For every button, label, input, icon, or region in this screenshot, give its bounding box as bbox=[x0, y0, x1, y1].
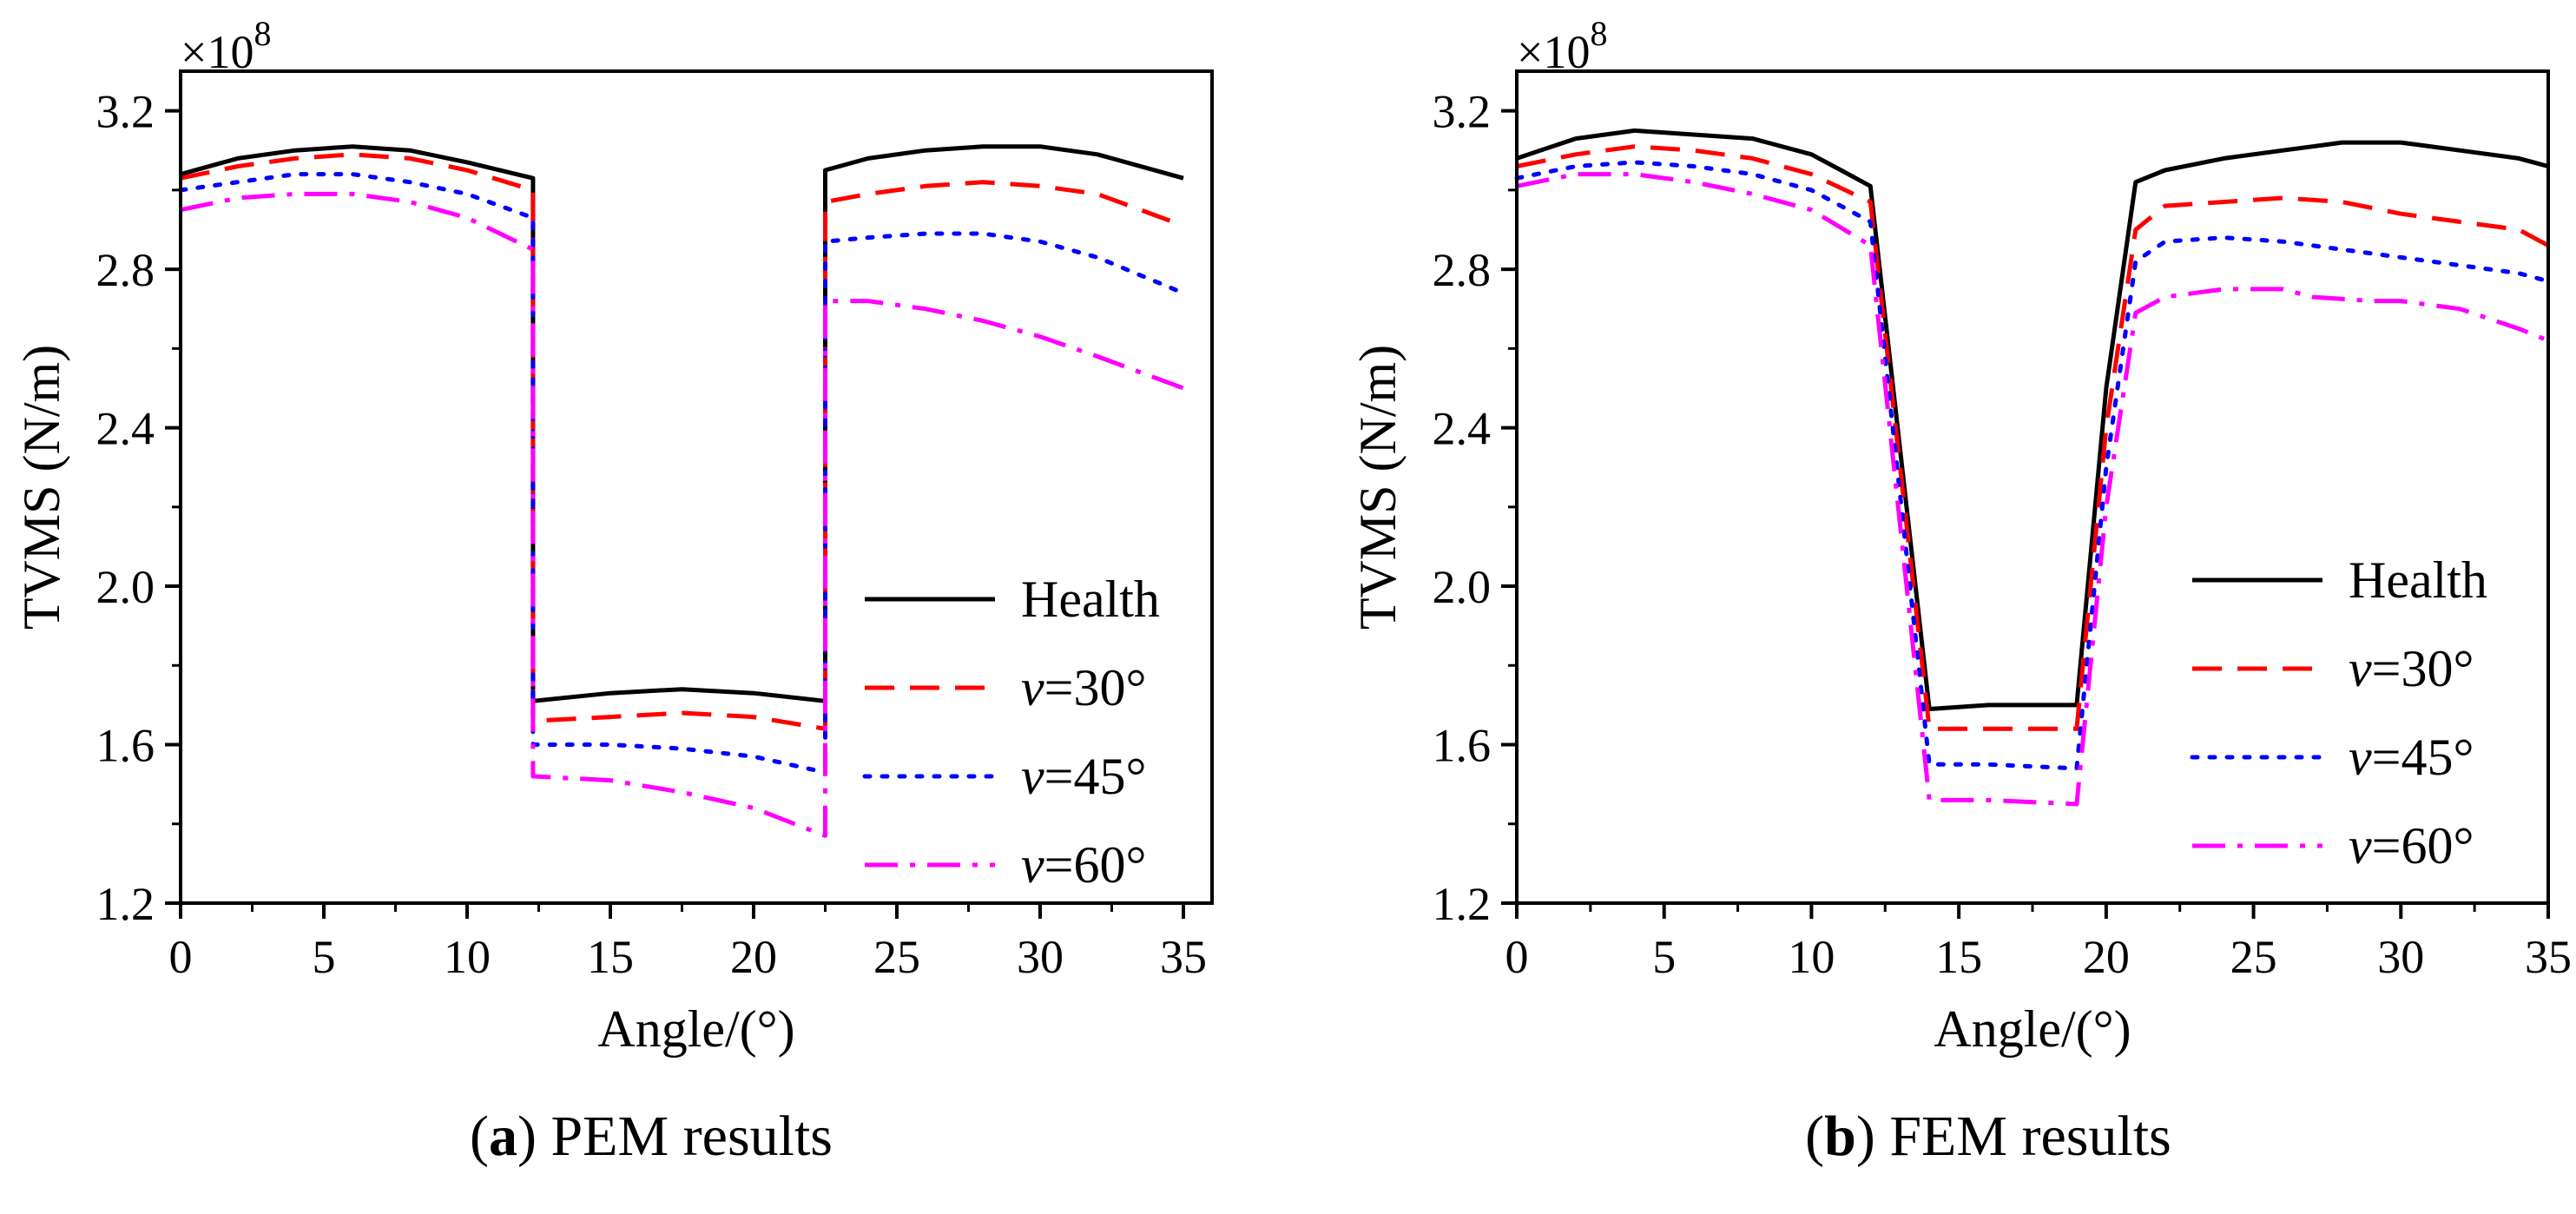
chart-panel-a: 0 5 10 15 20 25 30 35 1.2 1.6 2.0 2.4 2.8 3.2 ×108 Angl… bbox=[13, 14, 1214, 1168]
series-line-health bbox=[1516, 128, 2549, 711]
y-tick-label: 2.0 bbox=[1433, 561, 1492, 613]
series-line-v60 bbox=[180, 191, 1184, 838]
y-tick-label: 2.8 bbox=[96, 244, 155, 296]
y-tick-label: 1.2 bbox=[96, 878, 155, 930]
series-line-v60 bbox=[1516, 172, 2549, 807]
x-tick-label: 0 bbox=[1505, 931, 1529, 983]
x-tick-label: 30 bbox=[2377, 931, 2424, 983]
legend-label: v=30° bbox=[1021, 659, 1146, 716]
legend-label: v=45° bbox=[1021, 748, 1146, 805]
y-exponent-label: ×108 bbox=[181, 14, 271, 78]
series-line-v30 bbox=[1516, 144, 2550, 731]
y-tick-label: 1.6 bbox=[1433, 720, 1492, 772]
y-tick-label: 1.6 bbox=[96, 720, 155, 772]
series-lines bbox=[1514, 128, 2551, 807]
x-tick-label: 15 bbox=[1935, 931, 1982, 983]
y-tick-label: 1.2 bbox=[1433, 878, 1492, 930]
panel-caption: (a) PEM results bbox=[470, 1105, 833, 1168]
legend-label: v=60° bbox=[1021, 836, 1146, 894]
x-tick-label: 30 bbox=[1017, 931, 1064, 983]
y-tick-label: 2.4 bbox=[96, 403, 155, 455]
x-tick-label: 35 bbox=[2525, 931, 2572, 983]
legend-label: v=60° bbox=[2349, 817, 2474, 874]
x-tick-label: 20 bbox=[2083, 931, 2130, 983]
y-tick-label: 3.2 bbox=[1433, 86, 1492, 138]
panel-caption: (b) FEM results bbox=[1805, 1105, 2171, 1168]
legend-label: v=30° bbox=[2349, 640, 2474, 697]
y-tick-label: 3.2 bbox=[96, 86, 155, 138]
legend-label: Health bbox=[2349, 551, 2487, 609]
x-tick-label: 15 bbox=[587, 931, 634, 983]
y-tick-label: 2.4 bbox=[1433, 403, 1492, 455]
legend: Health v=30° v=45° v=60° bbox=[862, 571, 1160, 894]
chart-panel-b: 0 5 10 15 20 25 30 35 1.2 1.6 2.0 2.4 2.8 3.2 ×108 Angl… bbox=[1349, 14, 2572, 1168]
legend-label: v=45° bbox=[2349, 729, 2474, 786]
y-tick-label: 2.8 bbox=[1433, 244, 1492, 296]
legend-label: Health bbox=[1021, 571, 1160, 628]
x-tick-label: 0 bbox=[169, 931, 193, 983]
x-tick-label: 25 bbox=[873, 931, 920, 983]
x-tick-label: 35 bbox=[1160, 931, 1207, 983]
y-axis-title: TVMS (N/m) bbox=[13, 345, 70, 630]
series-line-v30 bbox=[180, 152, 1184, 731]
x-tick-label: 10 bbox=[444, 931, 491, 983]
x-tick-label: 25 bbox=[2230, 931, 2277, 983]
x-axis-title: Angle/(°) bbox=[1934, 1000, 2131, 1058]
x-tick-label: 20 bbox=[730, 931, 777, 983]
legend: Health v=30° v=45° v=60° bbox=[2190, 551, 2487, 874]
y-tick-label: 2.0 bbox=[96, 561, 155, 613]
series-line-health bbox=[180, 144, 1184, 703]
x-tick-label: 5 bbox=[1652, 931, 1676, 983]
y-exponent-label: ×108 bbox=[1517, 14, 1607, 78]
series-lines bbox=[178, 144, 1186, 838]
x-tick-label: 5 bbox=[313, 931, 336, 983]
plot-frame bbox=[179, 69, 1214, 905]
x-tick-label: 10 bbox=[1788, 931, 1835, 983]
x-axis-title: Angle/(°) bbox=[597, 1000, 794, 1058]
y-axis-title: TVMS (N/m) bbox=[1349, 345, 1407, 630]
series-line-v45 bbox=[178, 172, 1186, 775]
